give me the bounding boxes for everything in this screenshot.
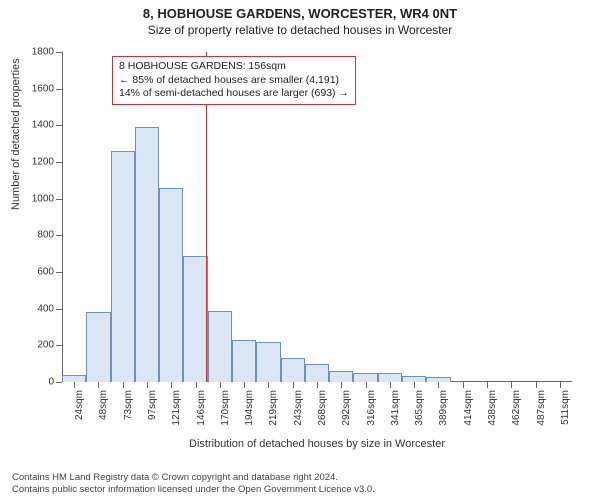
x-tick [317,382,318,388]
marker-annotation-line: 14% of semi-detached houses are larger (… [119,87,349,101]
x-tick-label: 389sqm [438,390,449,440]
x-tick-label: 365sqm [414,390,425,440]
y-tick-label: 600 [18,267,54,278]
histogram-bar [159,188,183,382]
y-tick-label: 1600 [18,83,54,94]
x-tick-label: 438sqm [487,390,498,440]
x-tick-label: 243sqm [293,390,304,440]
x-tick-label: 511sqm [560,390,571,440]
y-tick [56,199,62,200]
histogram-bar [232,340,256,382]
x-axis-label: Distribution of detached houses by size … [62,438,572,450]
y-tick [56,345,62,346]
x-tick-label: 73sqm [123,390,134,440]
page-subtitle: Size of property relative to detached ho… [0,21,600,37]
x-tick-label: 170sqm [220,390,231,440]
x-tick-label: 219sqm [268,390,279,440]
x-tick-label: 194sqm [244,390,255,440]
y-axis-label: Number of detached properties [10,58,22,210]
x-tick [366,382,367,388]
x-tick [560,382,561,388]
x-tick [123,382,124,388]
histogram-chart: 02004006008001000120014001600180024sqm48… [62,52,572,382]
footer-line-1: Contains HM Land Registry data © Crown c… [12,472,375,484]
page-title: 8, HOBHOUSE GARDENS, WORCESTER, WR4 0NT [0,0,600,21]
x-tick [74,382,75,388]
histogram-bar [281,358,305,382]
x-tick [244,382,245,388]
footer-line-2: Contains public sector information licen… [12,484,375,496]
footer-attribution: Contains HM Land Registry data © Crown c… [12,472,375,496]
x-tick-label: 341sqm [390,390,401,440]
x-tick [268,382,269,388]
y-tick-label: 400 [18,303,54,314]
y-tick-label: 800 [18,230,54,241]
x-tick [98,382,99,388]
marker-annotation-line: 8 HOBHOUSE GARDENS: 156sqm [119,60,349,74]
histogram-bar [86,312,110,382]
x-tick-label: 146sqm [196,390,207,440]
x-tick-label: 48sqm [98,390,109,440]
x-tick [220,382,221,388]
x-tick-label: 24sqm [74,390,85,440]
y-tick-label: 1000 [18,193,54,204]
y-tick [56,309,62,310]
x-tick [463,382,464,388]
y-tick-label: 1400 [18,120,54,131]
x-tick [438,382,439,388]
x-tick [196,382,197,388]
x-tick-label: 487sqm [536,390,547,440]
histogram-bar [135,127,159,382]
y-tick [56,382,62,383]
x-tick-label: 414sqm [463,390,474,440]
x-tick [511,382,512,388]
histogram-bar [353,373,377,382]
histogram-bar [378,373,402,382]
y-tick [56,162,62,163]
histogram-bar [111,151,135,382]
y-tick [56,125,62,126]
histogram-bar [329,371,353,382]
marker-annotation: 8 HOBHOUSE GARDENS: 156sqm← 85% of detac… [112,56,356,105]
x-tick-label: 292sqm [341,390,352,440]
histogram-bar [62,375,86,382]
x-tick [536,382,537,388]
x-tick [341,382,342,388]
x-tick [147,382,148,388]
x-tick [171,382,172,388]
marker-annotation-line: ← 85% of detached houses are smaller (4,… [119,74,349,88]
x-tick-label: 268sqm [317,390,328,440]
x-tick [487,382,488,388]
y-tick-label: 1200 [18,157,54,168]
histogram-bar [208,311,232,383]
y-tick-label: 1800 [18,47,54,58]
y-tick-label: 0 [18,377,54,388]
x-tick-label: 316sqm [366,390,377,440]
histogram-bar [183,256,207,383]
histogram-bar [305,364,329,382]
x-tick-label: 121sqm [171,390,182,440]
y-tick [56,89,62,90]
histogram-bar [256,342,280,382]
x-tick [414,382,415,388]
x-tick [390,382,391,388]
y-tick [56,272,62,273]
y-tick-label: 200 [18,340,54,351]
x-tick-label: 97sqm [147,390,158,440]
x-tick-label: 462sqm [511,390,522,440]
y-tick [56,52,62,53]
x-tick [293,382,294,388]
y-tick [56,235,62,236]
